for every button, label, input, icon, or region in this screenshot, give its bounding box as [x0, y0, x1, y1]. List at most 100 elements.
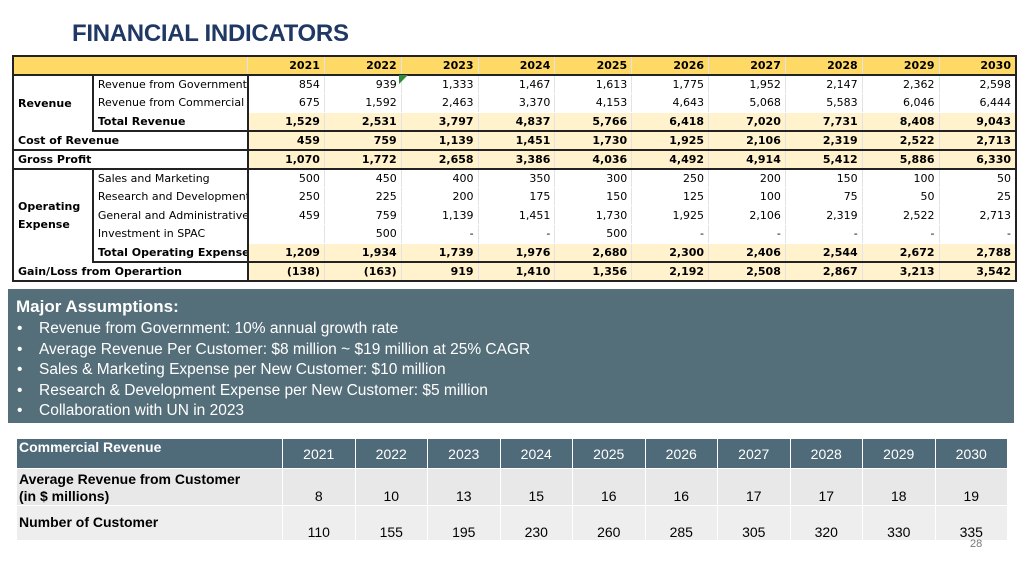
- row-label: Number of Customer: [16, 505, 283, 541]
- value-cell: 285: [644, 505, 718, 541]
- value-cell: 500: [247, 168, 325, 188]
- row-total-revenue: Total Revenue 1,529 2,531 3,797 4,837 5,766 6…: [13, 112, 1017, 132]
- value-cell: 305: [717, 505, 791, 541]
- assumptions-list: Revenue from Government: 10% annual grow…: [16, 319, 1006, 422]
- year-header: 2028: [789, 438, 863, 469]
- value-cell: -: [785, 224, 863, 244]
- value-cell: 1,934: [324, 243, 402, 263]
- year-header: 2026: [631, 56, 710, 76]
- value-cell: 100: [862, 168, 940, 188]
- value-cell: 1,592: [324, 93, 402, 113]
- value-cell: 3,386: [478, 149, 556, 170]
- value-cell: 3,797: [401, 112, 479, 132]
- row-investment-spac: Investment in SPAC 500- -500- - - - -: [13, 224, 1017, 244]
- year-header: 2029: [862, 438, 936, 469]
- year-header: 2030: [939, 56, 1017, 76]
- value-cell: 7,731: [785, 112, 863, 132]
- value-cell: 6,046: [862, 93, 940, 113]
- value-cell: 5,766: [554, 112, 633, 132]
- value-cell: 2,406: [708, 243, 786, 263]
- value-cell: 1,529: [247, 112, 325, 132]
- value-cell: 2,319: [785, 130, 863, 151]
- assumption-item: Average Revenue Per Customer: $8 million…: [16, 340, 1006, 361]
- row-revenue-government: Revenue Revenue from Government 854 939 1,…: [13, 75, 1017, 132]
- value-cell: 1,467: [478, 75, 556, 95]
- value-cell: 330: [862, 505, 936, 541]
- value-cell: 75: [785, 187, 863, 207]
- row-number-of-customer: Number of Customer 110 155 195 230 260 2…: [16, 505, 1008, 541]
- value-cell: 200: [401, 187, 479, 207]
- value-cell: 200: [708, 168, 786, 188]
- assumption-item: Sales & Marketing Expense per New Custom…: [16, 360, 1006, 381]
- value-cell: 1,613: [554, 75, 633, 95]
- row-label-line: (in $ millions): [19, 488, 110, 504]
- year-header: 2025: [572, 438, 646, 469]
- assumptions-box: Major Assumptions: Revenue from Governme…: [8, 289, 1014, 423]
- value-cell: 17: [717, 468, 791, 506]
- row-label: Total Operating Expense: [92, 243, 249, 263]
- year-header: 2025: [554, 56, 633, 76]
- value-cell: 2,531: [324, 112, 402, 132]
- value-cell: 18: [862, 468, 936, 506]
- assumption-item: Research & Development Expense per New C…: [16, 381, 1006, 402]
- value-cell: 225: [324, 187, 402, 207]
- value-cell: 1,209: [247, 243, 325, 263]
- row-average-revenue: Average Revenue from Customer (in $ mill…: [16, 468, 1008, 506]
- value-cell: 1,139: [401, 205, 479, 226]
- value-cell: 500: [554, 224, 633, 244]
- value-cell: 100: [708, 187, 786, 207]
- year-header: 2030: [934, 438, 1008, 469]
- row-research-development: Research and Development 250 225 200 175 150…: [13, 187, 1017, 207]
- value-cell: 5,886: [862, 149, 940, 170]
- value-cell: 459: [247, 205, 325, 226]
- value-cell: 1,139: [401, 130, 479, 151]
- value-cell: 9,043: [939, 112, 1017, 132]
- value-cell: -: [631, 224, 710, 244]
- value-cell: 320: [789, 505, 863, 541]
- year-header: 2021: [247, 56, 325, 76]
- page-title: FINANCIAL INDICATORS: [72, 20, 349, 47]
- value-cell: 2,598: [939, 75, 1017, 95]
- value-cell: 260: [572, 505, 646, 541]
- year-header: 2029: [862, 56, 940, 76]
- value-cell: 6,330: [939, 149, 1017, 170]
- value-cell: 16: [644, 468, 718, 506]
- value-cell: 400: [401, 168, 479, 188]
- value-cell: 759: [324, 205, 402, 226]
- value-cell: 2,680: [554, 243, 633, 263]
- value-cell: 4,914: [708, 149, 786, 170]
- value-cell: 2,147: [785, 75, 863, 95]
- value-cell: -: [939, 224, 1017, 244]
- value-cell: 25: [939, 187, 1017, 207]
- commercial-table: Commercial Revenue 2021 2022 2023 2024 2…: [16, 438, 1008, 541]
- year-header: 2027: [708, 56, 786, 76]
- value-cell: 1,925: [631, 130, 710, 151]
- year-header: 2024: [478, 56, 556, 76]
- value-cell: 4,837: [478, 112, 556, 132]
- year-header: 2024: [499, 438, 573, 469]
- value-cell: 250: [631, 168, 710, 188]
- value-cell: 19: [934, 468, 1008, 506]
- value-cell: 17: [789, 468, 863, 506]
- row-label: Gross Profit: [13, 149, 249, 170]
- assumptions-heading: Major Assumptions:: [16, 297, 179, 316]
- value-cell: 13: [427, 468, 501, 506]
- assumption-item: Collaboration with UN in 2023: [16, 401, 1006, 422]
- value-cell: 7,020: [708, 112, 786, 132]
- assumption-item: Revenue from Government: 10% annual grow…: [16, 319, 1006, 340]
- financial-header-row: 2021 2022 2023 2024 2025 2026 2027 2028 …: [13, 56, 1017, 76]
- value-cell: 2,522: [862, 130, 940, 151]
- value-cell: 125: [631, 187, 710, 207]
- value-cell: 1,730: [554, 130, 633, 151]
- value-cell: 50: [862, 187, 940, 207]
- year-header: 2026: [644, 438, 718, 469]
- value-cell: 2,544: [785, 243, 863, 263]
- value-cell: 4,036: [554, 149, 633, 170]
- value-cell: 8,408: [862, 112, 940, 132]
- commercial-header-row: Commercial Revenue 2021 2022 2023 2024 2…: [16, 438, 1008, 469]
- commercial-header-label: Commercial Revenue: [16, 438, 283, 469]
- value-cell: 2,106: [708, 130, 786, 151]
- value-cell: 2,463: [401, 93, 479, 113]
- value-cell: -: [708, 224, 786, 244]
- value-cell: 675: [247, 93, 325, 113]
